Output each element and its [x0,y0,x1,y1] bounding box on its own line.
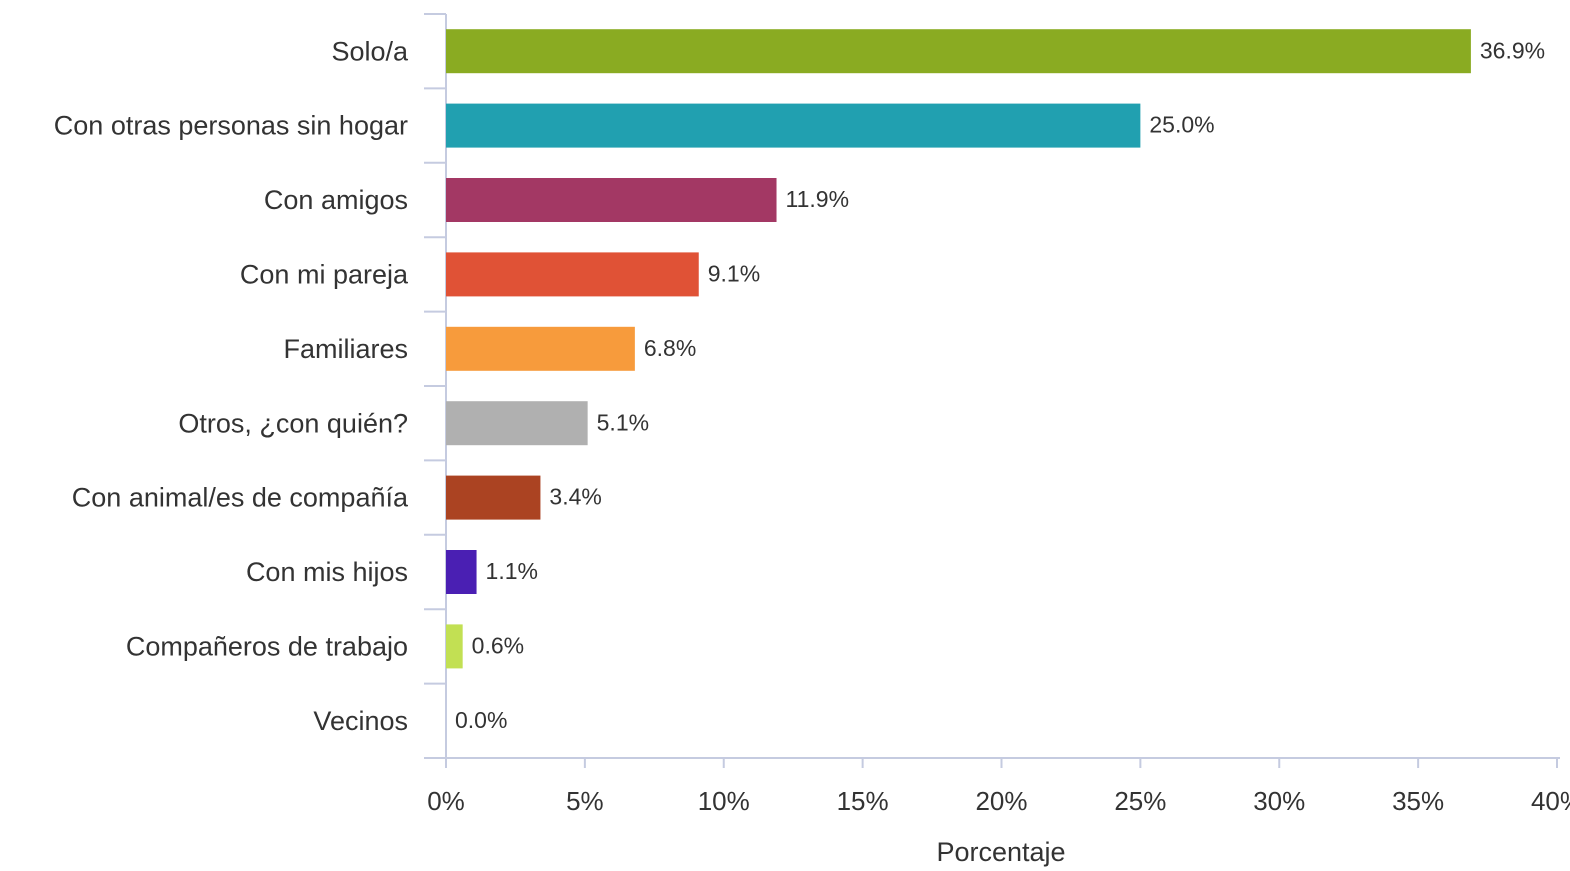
data-label: 0.6% [472,632,524,658]
x-tick-label: 0% [427,786,465,816]
bar [446,401,588,446]
y-tick-label: Solo/a [331,36,409,66]
bar [446,103,1141,148]
data-label: 36.9% [1480,37,1545,63]
y-tick-label: Vecinos [313,706,408,736]
bar [446,178,777,222]
y-tick-label: Con mis hijos [246,557,408,587]
x-tick-label: 35% [1392,786,1444,816]
data-label: 6.8% [644,335,696,361]
x-tick-label: 10% [698,786,750,816]
y-tick-label: Con otras personas sin hogar [54,111,408,141]
data-label: 25.0% [1149,112,1214,138]
x-axis-title: Porcentaje [936,837,1065,867]
x-tick-label: 5% [566,786,604,816]
bar [446,475,541,520]
y-tick-label: Con amigos [264,185,408,215]
bar [446,550,477,594]
y-tick-label: Con mi pareja [240,260,409,290]
y-tick-label: Otros, ¿con quién? [178,408,408,438]
data-label: 11.9% [786,186,850,212]
x-tick-label: 15% [837,786,889,816]
y-tick-label: Con animal/es de compañía [72,483,409,513]
data-label: 1.1% [486,558,538,584]
y-tick-label: Compañeros de trabajo [126,632,408,662]
data-label: 9.1% [708,260,760,286]
x-tick-label: 40% [1531,786,1570,816]
x-tick-label: 25% [1114,786,1166,816]
x-tick-label: 30% [1253,786,1305,816]
bar [446,624,463,669]
data-label: 3.4% [549,484,601,510]
y-tick-label: Familiares [283,334,408,364]
data-label: 0.0% [455,707,507,733]
data-label: 5.1% [597,409,649,435]
bar [446,29,1471,74]
bar [446,252,699,297]
bar [446,326,635,371]
x-tick-label: 20% [975,786,1027,816]
